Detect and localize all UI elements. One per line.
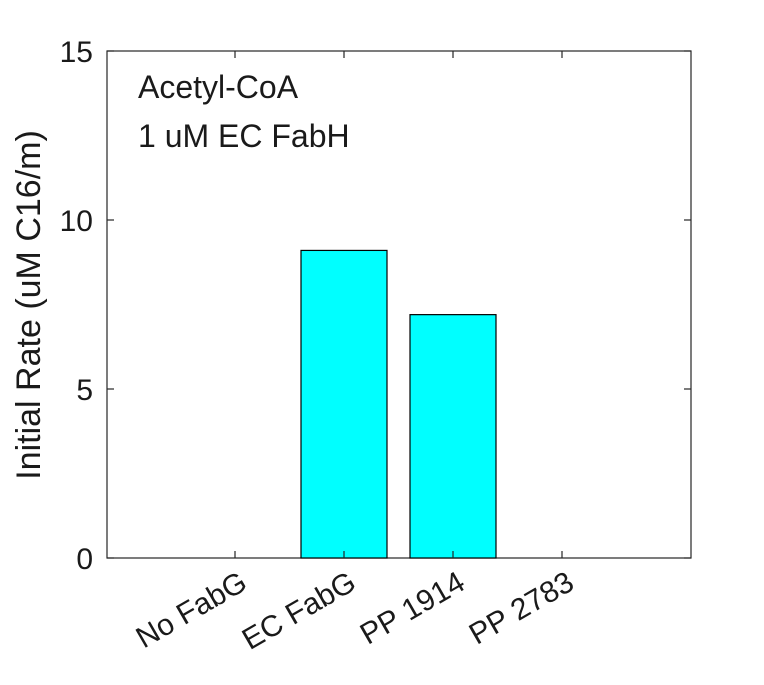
y-tick-label-0: 0 (76, 543, 93, 576)
bar-2 (409, 314, 497, 559)
x-tick-label-0: No FabG (131, 565, 253, 654)
y-tick-label-2: 10 (60, 205, 93, 238)
plot-area (106, 50, 692, 559)
annotation-line-1: Acetyl-CoA (138, 69, 299, 105)
bar-1 (300, 249, 388, 559)
y-tick-label-1: 5 (76, 374, 93, 407)
bars-layer (300, 249, 497, 559)
ticks-layer (107, 50, 691, 559)
x-tick-label-3: PP 2783 (464, 565, 580, 651)
annotation-line-2: 1 uM EC FabH (138, 118, 350, 154)
x-tick-label-2: PP 1914 (355, 565, 471, 651)
x-tick-label-1: EC FabG (237, 565, 362, 656)
y-tick-label-3: 15 (60, 36, 93, 69)
y-axis-title: Initial Rate (uM C16/m) (10, 130, 48, 480)
